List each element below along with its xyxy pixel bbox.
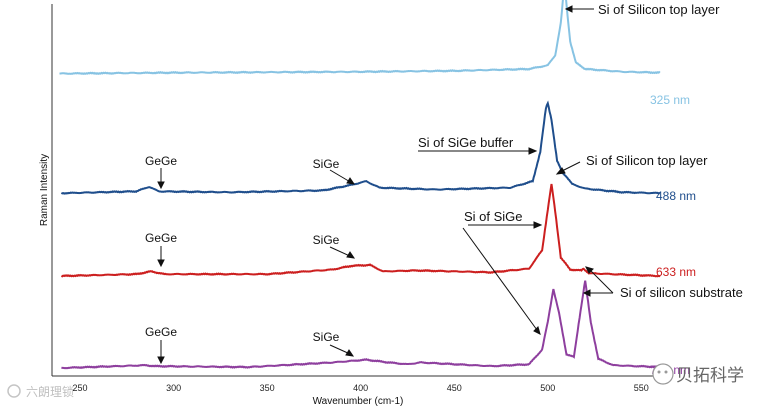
watermark-right: 贝拓科学 xyxy=(652,363,744,386)
watermark-left: 六朗理锁 xyxy=(7,384,74,399)
annotations xyxy=(157,5,614,365)
x-tick-label: 250 xyxy=(73,383,88,393)
spectrum-line-325nm xyxy=(59,0,661,76)
spectrum-line-633nm xyxy=(60,183,661,278)
series-label-633nm: 633 nm xyxy=(656,265,696,279)
x-tick-label: 300 xyxy=(166,383,181,393)
annotation-633-substrate: Si of silicon substrate xyxy=(620,285,743,300)
spectrum-line-488nm xyxy=(60,100,661,195)
x-tick-label: 550 xyxy=(634,383,649,393)
annotation-488-sige-buffer: Si of SiGe buffer xyxy=(418,135,514,150)
y-axis-label: Raman Intensity xyxy=(39,154,50,226)
annotation-633-sige: SiGe xyxy=(313,233,340,247)
x-tick-label: 350 xyxy=(260,383,275,393)
annotation-488-gege: GeGe xyxy=(145,154,177,168)
watermark-left-text: 六朗理锁 xyxy=(26,384,74,399)
series-label-325nm: 325 nm xyxy=(650,93,690,107)
annotation-785-gege: GeGe xyxy=(145,325,177,339)
spectrum-line-785nm xyxy=(61,280,661,370)
watermark-right-text: 贝拓科学 xyxy=(676,366,744,386)
x-tick-group: 250 300 350 400 450 500 550 xyxy=(73,383,649,393)
x-axis-label: Wavenumber (cm-1) xyxy=(313,396,404,407)
annotation-785-sige: SiGe xyxy=(313,330,340,344)
x-tick-label: 400 xyxy=(353,383,368,393)
series-label-488nm: 488 nm xyxy=(656,189,696,203)
annotation-633-si-of-sige: Si of SiGe xyxy=(464,209,523,224)
annotation-633-gege: GeGe xyxy=(145,231,177,245)
x-tick-label: 500 xyxy=(540,383,555,393)
annotation-325-top-layer: Si of Silicon top layer xyxy=(598,2,720,17)
annotation-488-top-layer: Si of Silicon top layer xyxy=(586,153,708,168)
x-tick-label: 450 xyxy=(447,383,462,393)
annotation-488-sige: SiGe xyxy=(313,157,340,171)
